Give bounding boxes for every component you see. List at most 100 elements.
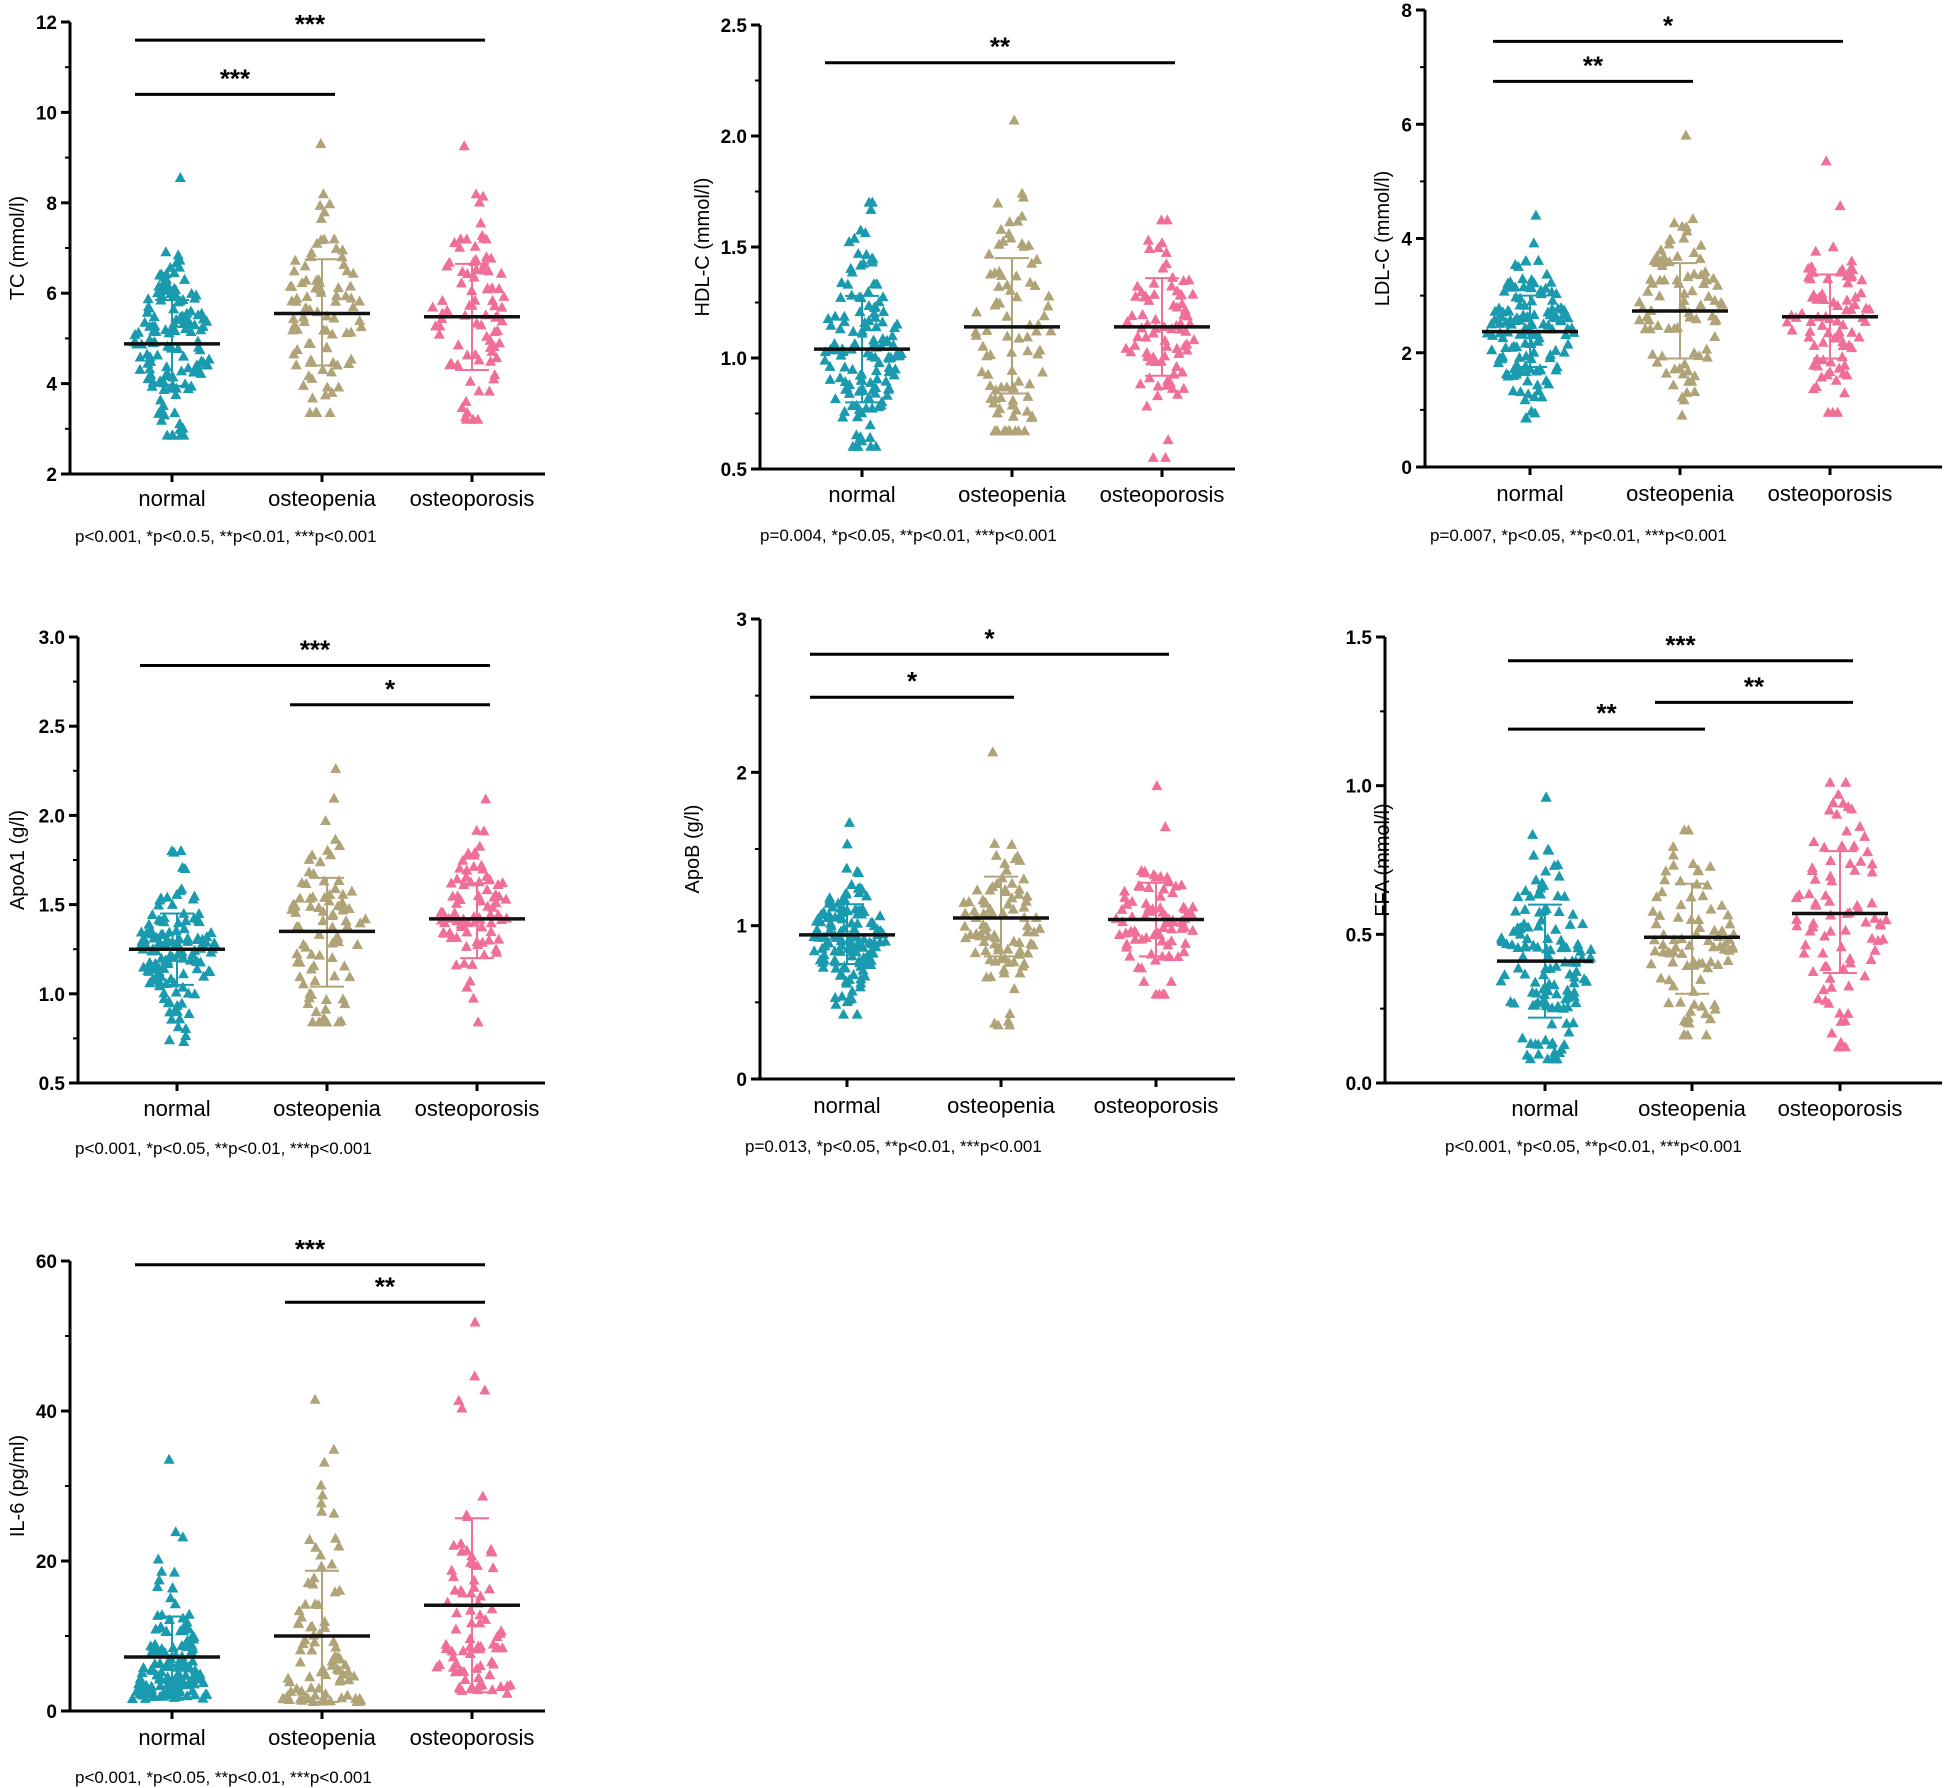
data-point bbox=[334, 1584, 346, 1595]
data-point bbox=[852, 411, 864, 422]
data-point bbox=[866, 196, 878, 207]
data-point bbox=[1149, 954, 1161, 965]
data-point bbox=[166, 1013, 178, 1024]
data-point bbox=[484, 1583, 496, 1594]
data-point bbox=[1527, 828, 1539, 839]
data-point bbox=[976, 366, 988, 377]
data-point bbox=[167, 951, 179, 962]
data-point bbox=[1682, 271, 1694, 282]
data-point bbox=[286, 295, 298, 306]
data-point bbox=[354, 917, 366, 928]
data-point bbox=[1681, 386, 1693, 397]
data-point bbox=[454, 862, 466, 873]
data-point bbox=[1673, 277, 1685, 288]
data-point bbox=[1859, 830, 1871, 841]
data-point bbox=[1568, 986, 1580, 997]
data-point bbox=[475, 217, 487, 228]
data-point bbox=[1018, 873, 1030, 884]
data-point bbox=[457, 1645, 469, 1656]
data-point bbox=[328, 792, 340, 803]
data-point bbox=[1810, 380, 1822, 391]
p-value-footnote: p=0.007, *p<0.05, **p<0.01, ***p<0.001 bbox=[1430, 526, 1727, 545]
data-point bbox=[308, 1572, 320, 1583]
data-point bbox=[167, 371, 179, 382]
data-point bbox=[1860, 916, 1872, 927]
data-point bbox=[1685, 1005, 1697, 1016]
data-point bbox=[1536, 391, 1548, 402]
data-point bbox=[288, 265, 300, 276]
data-point bbox=[190, 289, 202, 300]
data-point bbox=[1154, 902, 1166, 913]
data-point bbox=[164, 261, 176, 272]
data-point bbox=[320, 341, 332, 352]
data-point bbox=[970, 329, 982, 340]
data-point bbox=[187, 1629, 199, 1640]
data-point bbox=[1840, 924, 1852, 935]
y-tick-label: 1.5 bbox=[39, 896, 66, 917]
data-point bbox=[1663, 997, 1675, 1008]
data-point bbox=[1844, 858, 1856, 869]
series-normal bbox=[124, 171, 220, 440]
data-point bbox=[1166, 923, 1178, 934]
data-point bbox=[1121, 941, 1133, 952]
data-point bbox=[1808, 835, 1820, 846]
data-point bbox=[332, 1651, 344, 1662]
data-point bbox=[326, 951, 338, 962]
data-point bbox=[958, 896, 970, 907]
data-point bbox=[864, 419, 876, 430]
data-point bbox=[1826, 1027, 1838, 1038]
data-point bbox=[1118, 885, 1130, 896]
series-normal bbox=[799, 816, 895, 1019]
data-point bbox=[1532, 920, 1544, 931]
data-point bbox=[189, 988, 201, 999]
x-category-label: osteoporosis bbox=[1100, 482, 1225, 507]
data-point bbox=[326, 1558, 338, 1569]
data-point bbox=[1540, 282, 1552, 293]
data-point bbox=[1866, 858, 1878, 869]
data-point bbox=[1160, 246, 1172, 257]
data-point bbox=[302, 1577, 314, 1588]
data-point bbox=[1034, 922, 1046, 933]
data-point bbox=[1528, 237, 1540, 248]
data-point bbox=[1652, 319, 1664, 330]
data-point bbox=[1186, 908, 1198, 919]
data-point bbox=[1676, 409, 1688, 420]
data-point bbox=[485, 1546, 497, 1557]
y-tick-label: 2.5 bbox=[721, 16, 748, 37]
data-point bbox=[1001, 279, 1013, 290]
data-point bbox=[1142, 234, 1154, 245]
data-point bbox=[465, 1587, 477, 1598]
data-point bbox=[1045, 325, 1057, 336]
data-point bbox=[975, 928, 987, 939]
significance-label: * bbox=[385, 674, 396, 704]
data-point bbox=[485, 917, 497, 928]
data-point bbox=[873, 296, 885, 307]
data-point bbox=[1006, 838, 1018, 849]
data-point bbox=[1668, 217, 1680, 228]
data-point bbox=[1152, 380, 1164, 391]
data-point bbox=[180, 1030, 192, 1041]
data-point bbox=[135, 926, 147, 937]
data-point bbox=[141, 306, 153, 317]
data-point bbox=[333, 1540, 345, 1551]
data-point bbox=[1568, 971, 1580, 982]
data-point bbox=[864, 431, 876, 442]
data-point bbox=[838, 310, 850, 321]
data-point bbox=[489, 300, 501, 311]
data-point bbox=[1514, 299, 1526, 310]
y-tick-label: 60 bbox=[36, 1252, 57, 1273]
data-point bbox=[330, 1641, 342, 1652]
data-point bbox=[1837, 367, 1849, 378]
data-point bbox=[444, 927, 456, 938]
data-point bbox=[866, 256, 878, 267]
data-point bbox=[1698, 277, 1710, 288]
data-point bbox=[192, 341, 204, 352]
data-point bbox=[1822, 327, 1834, 338]
y-tick-label: 4 bbox=[1401, 230, 1412, 251]
data-point bbox=[1014, 854, 1026, 865]
data-point bbox=[328, 1507, 340, 1518]
data-point bbox=[174, 429, 186, 440]
data-point bbox=[1832, 406, 1844, 417]
data-point bbox=[875, 399, 887, 410]
data-point bbox=[1165, 975, 1177, 986]
